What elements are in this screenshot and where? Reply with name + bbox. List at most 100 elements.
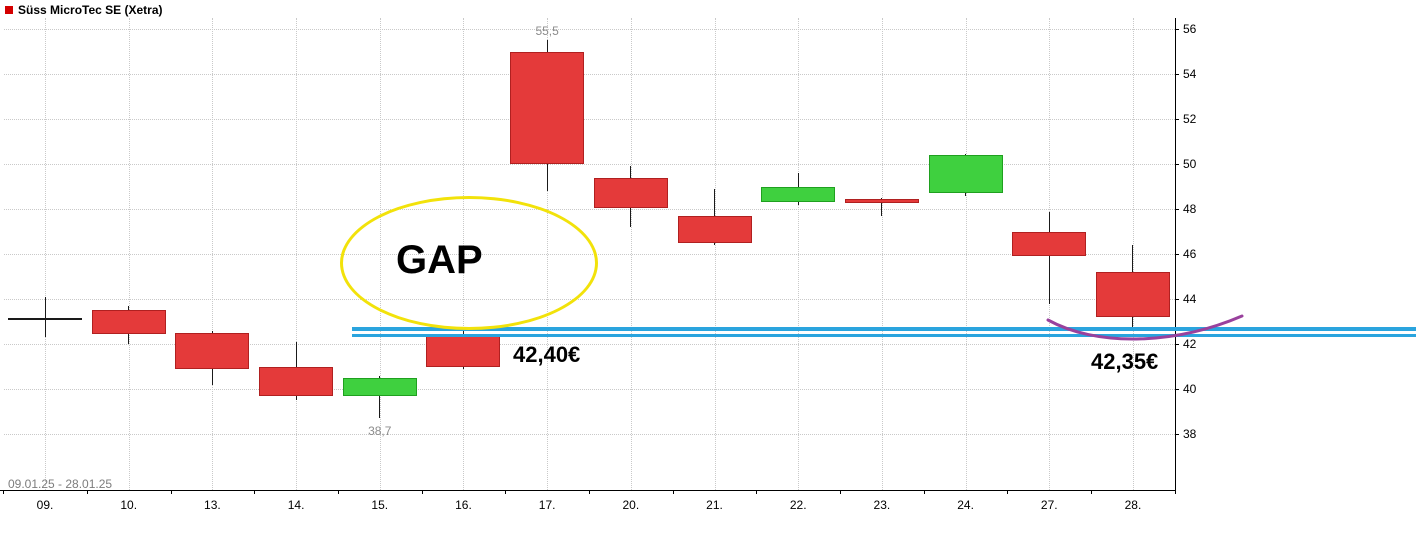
- price-annotation-right: 42,35€: [1091, 349, 1159, 374]
- x-axis-label: 27.: [1040, 498, 1058, 512]
- legend: Süss MicroTec SE (Xetra): [5, 3, 163, 17]
- y-axis-line: [1175, 18, 1176, 490]
- gridline-horizontal: [4, 389, 1175, 390]
- y-axis-label: 48: [1183, 202, 1197, 216]
- candle-wick: [1048, 212, 1050, 304]
- y-axis-tick: [1175, 389, 1179, 390]
- x-axis-label: 10.: [120, 498, 138, 512]
- gap-ellipse-annotation: [340, 196, 598, 330]
- x-axis-tick: [337, 490, 339, 494]
- doji-open-close-line: [8, 318, 82, 321]
- support-line-lower: [352, 334, 1416, 337]
- x-axis-label: 21.: [706, 498, 723, 512]
- gridline-horizontal: [4, 299, 1175, 300]
- y-axis-label: 38: [1183, 427, 1197, 441]
- y-axis-tick: [1175, 344, 1179, 345]
- high-price-label: 55,5: [535, 24, 559, 39]
- x-axis-tick: [1174, 490, 1176, 494]
- x-axis-label: 23.: [873, 498, 891, 512]
- x-axis-tick: [421, 490, 423, 494]
- candle-body: [677, 215, 752, 243]
- x-axis-line: [0, 490, 1176, 491]
- date-range-label: 09.01.25 - 28.01.25: [8, 477, 113, 491]
- y-axis-tick: [1175, 164, 1179, 165]
- y-axis-tick: [1175, 119, 1179, 120]
- x-axis-label: 16.: [455, 498, 472, 512]
- candle-body: [175, 332, 250, 369]
- x-axis-tick: [505, 490, 507, 494]
- gridline-horizontal: [4, 164, 1175, 165]
- y-axis-label: 52: [1183, 112, 1197, 126]
- candle-body: [510, 51, 585, 164]
- x-axis-tick: [1091, 490, 1093, 494]
- y-axis-tick: [1175, 299, 1179, 300]
- gridline-horizontal: [4, 434, 1175, 435]
- x-axis-tick: [840, 490, 842, 494]
- y-axis-label: 42: [1183, 337, 1197, 351]
- x-axis-tick: [1007, 490, 1009, 494]
- gridline-horizontal: [4, 344, 1175, 345]
- x-axis-label: 20.: [622, 498, 640, 512]
- candle-body: [928, 155, 1003, 194]
- candle-wick: [44, 296, 46, 338]
- candle-body: [1095, 272, 1170, 317]
- x-axis-tick: [86, 490, 88, 494]
- y-axis-label: 54: [1183, 67, 1197, 81]
- candle-body: [259, 366, 334, 396]
- legend-marker-icon: [5, 6, 13, 14]
- gridline-vertical: [1132, 18, 1134, 490]
- y-axis-tick: [1175, 209, 1179, 210]
- x-axis-label: 24.: [957, 498, 974, 512]
- gridline-horizontal: [4, 29, 1175, 30]
- x-axis-tick: [923, 490, 925, 494]
- gridline-vertical: [212, 18, 214, 490]
- x-axis-label: 13.: [204, 498, 221, 512]
- x-axis-label: 17.: [538, 498, 556, 512]
- gridline-vertical: [965, 18, 967, 490]
- candle-wick: [379, 375, 381, 419]
- candle-body: [1012, 231, 1087, 257]
- candle-body: [91, 310, 166, 334]
- x-axis-tick: [588, 490, 590, 494]
- gridline-horizontal: [4, 74, 1175, 75]
- candle-body: [342, 377, 417, 396]
- x-axis-label: 28.: [1124, 498, 1142, 512]
- y-axis-label: 44: [1183, 292, 1197, 306]
- gap-label: GAP: [396, 238, 483, 282]
- price-annotation-left: 42,40€: [513, 342, 581, 367]
- gridline-vertical: [714, 18, 716, 490]
- y-axis-label: 50: [1183, 157, 1197, 171]
- x-axis-label: 15.: [371, 498, 389, 512]
- support-line-upper: [352, 327, 1416, 331]
- y-axis-tick: [1175, 434, 1179, 435]
- gridline-vertical: [630, 18, 632, 490]
- x-axis-tick: [3, 490, 5, 494]
- gridline-vertical: [881, 18, 883, 490]
- gridline-vertical: [45, 18, 46, 490]
- chart-title: Süss MicroTec SE (Xetra): [18, 3, 163, 17]
- x-axis-label: 14.: [287, 498, 305, 512]
- gridline-vertical: [798, 18, 800, 490]
- gridline-vertical: [296, 18, 298, 490]
- x-axis-tick: [170, 490, 172, 494]
- candle-body: [844, 198, 919, 204]
- candle-body: [593, 177, 668, 208]
- x-axis-tick: [672, 490, 674, 494]
- x-axis-tick: [756, 490, 758, 494]
- gridline-horizontal: [4, 209, 1175, 210]
- y-axis-tick: [1175, 29, 1179, 30]
- candle-wick: [881, 197, 883, 216]
- gridline-horizontal: [4, 119, 1175, 120]
- y-axis-label: 40: [1183, 382, 1197, 396]
- gridline-vertical: [128, 18, 130, 490]
- y-axis-label: 56: [1183, 22, 1197, 36]
- candle-body: [761, 186, 836, 203]
- candle-body: [426, 335, 501, 367]
- x-axis-label: 22.: [789, 498, 807, 512]
- x-axis-label: 09.: [36, 498, 54, 512]
- y-axis-tick: [1175, 74, 1179, 75]
- y-axis-tick: [1175, 254, 1179, 255]
- y-axis-label: 46: [1183, 247, 1197, 261]
- x-axis-tick: [254, 490, 256, 494]
